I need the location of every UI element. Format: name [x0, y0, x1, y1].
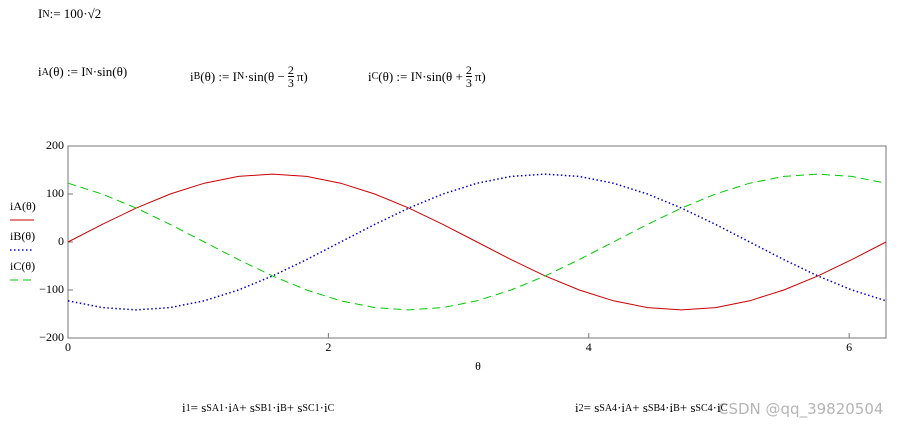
equation-subscript: 2	[578, 402, 584, 414]
equation-text: (θ) := I	[200, 68, 237, 84]
equation-subscript: A	[625, 402, 633, 414]
x-tick-label: 0	[65, 340, 71, 354]
x-tick-label: 6	[846, 340, 852, 354]
fraction-numerator: 2	[287, 63, 294, 77]
equation-text: ·i	[224, 400, 233, 415]
equation-text: + s	[679, 400, 696, 415]
equation-text: i	[38, 64, 42, 79]
y-tick-label: 0	[58, 234, 64, 248]
equation-text: i	[182, 400, 186, 415]
y-tick-label: 100	[46, 186, 64, 200]
equation-subscript: A	[41, 66, 49, 78]
equation-text: i	[368, 68, 372, 84]
equation-subscript: B	[673, 402, 680, 414]
y-tick-label: −100	[39, 282, 64, 296]
equation-text: (θ) := I	[378, 68, 415, 84]
equation-text: ·sin(θ −	[244, 68, 285, 84]
equation: i C (θ) := I N ·sin(θ + 2 3 π)	[368, 64, 486, 89]
equation-text: ·i	[319, 400, 328, 415]
fraction-numerator: 2	[465, 63, 472, 77]
legend-label: iB(θ)	[10, 229, 35, 243]
equation-subscript: C	[327, 402, 335, 414]
equation-subscript: SB4	[647, 402, 666, 414]
series-line	[67, 173, 887, 311]
equation-text: i	[575, 400, 579, 415]
equation-text: ·i	[272, 400, 281, 415]
equation-text: = s	[190, 400, 207, 415]
equation-text: ·sin(θ)	[92, 64, 128, 79]
equation-text: I	[38, 6, 43, 21]
x-tick-label: 2	[325, 340, 331, 354]
equation-subscript: N	[236, 71, 245, 82]
equation-subscript: SB1	[254, 402, 273, 414]
equation-text: ·i	[617, 400, 626, 415]
equation-text: + s	[632, 400, 648, 415]
watermark: CSDN @qq_39820504	[718, 400, 884, 418]
fraction-denominator: 3	[465, 76, 472, 90]
equation-subscript: N	[85, 66, 93, 78]
equation-subscript: SA4	[599, 402, 618, 414]
equation-subscript: N	[42, 8, 50, 20]
equation-text: ·i	[665, 400, 674, 415]
equation-text: + s	[286, 400, 303, 415]
equation-subscript: C	[720, 402, 728, 414]
equation-subscript: SA1	[206, 402, 225, 414]
y-tick-label: −200	[39, 330, 64, 344]
equation-subscript: N	[414, 71, 423, 82]
equation-subscript: A	[232, 402, 240, 414]
equation-subscript: SC1	[302, 402, 320, 414]
equation-subscript: SC4	[695, 402, 713, 414]
equation-text: := 100·√2	[49, 6, 102, 21]
legend-label: iC(θ)	[10, 259, 35, 273]
y-tick-label: 200	[46, 138, 64, 152]
equation: i A (θ) := I N ·sin(θ)	[38, 64, 127, 80]
equation-text: ·i	[712, 400, 721, 415]
fraction-denominator: 3	[287, 76, 294, 90]
equation: i B (θ) := I N ·sin(θ − 2 3 π)	[190, 64, 308, 89]
series-line	[67, 173, 887, 311]
equation-text: + s	[239, 400, 255, 415]
equation-text: = s	[583, 400, 600, 415]
equation-text: ·sin(θ +	[422, 68, 463, 84]
x-axis-label: θ	[475, 359, 481, 373]
equation-text: (θ) := I	[48, 64, 86, 79]
equation-subscript: 1	[185, 402, 191, 414]
equation-subscript: B	[193, 71, 201, 82]
equation-subscript: B	[280, 402, 287, 414]
x-tick-label: 4	[586, 340, 592, 354]
equation-text: π)	[296, 68, 308, 84]
equation-text: π)	[474, 68, 486, 84]
legend-label: iA(θ)	[10, 199, 36, 213]
equation-text: i	[190, 68, 194, 84]
equation-subscript: C	[371, 71, 379, 82]
